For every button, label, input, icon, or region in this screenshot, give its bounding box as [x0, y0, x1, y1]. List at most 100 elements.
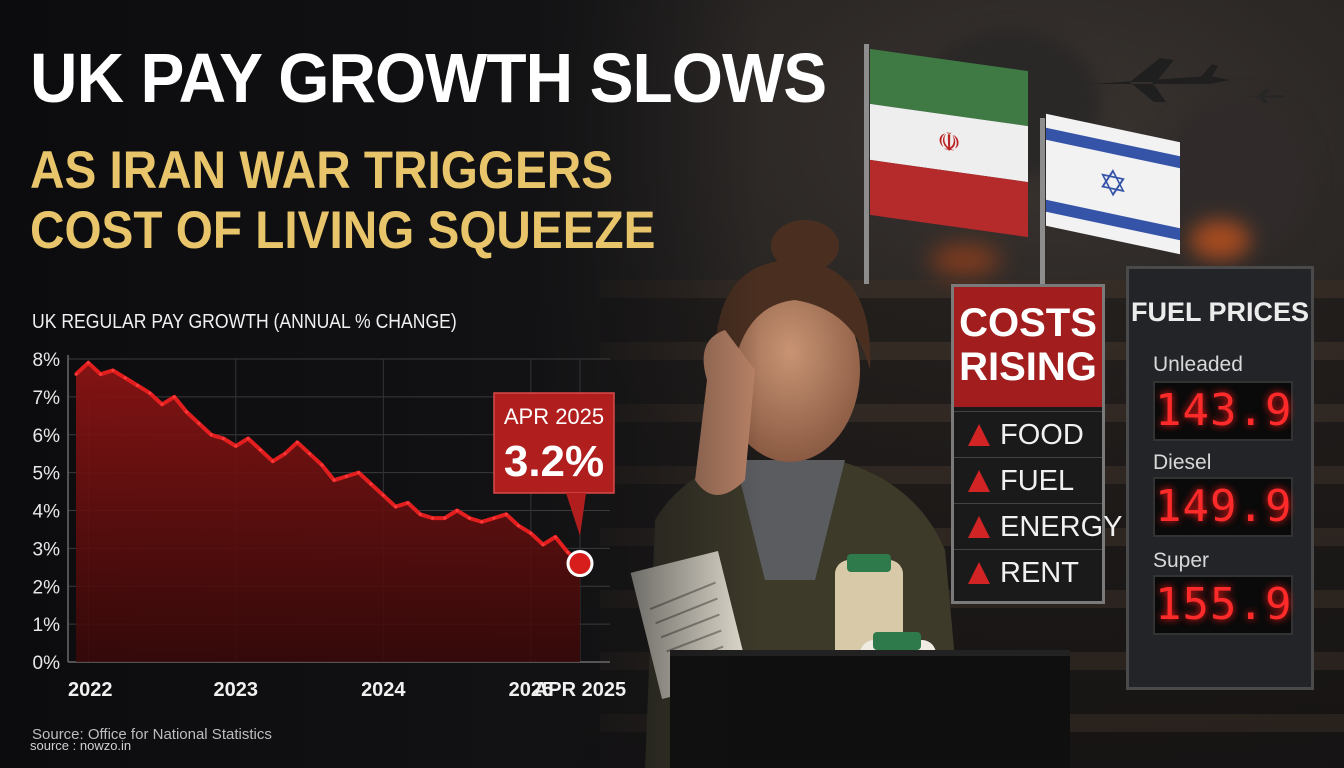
data-point: [308, 452, 312, 456]
flag-pole: [1040, 118, 1045, 288]
cost-item-label: FUEL: [1000, 465, 1075, 497]
data-point: [504, 512, 508, 516]
data-point: [258, 448, 262, 452]
y-tick-label: 7%: [33, 388, 61, 409]
data-point: [541, 543, 545, 547]
data-point: [246, 437, 250, 440]
data-point: [455, 509, 459, 512]
chart-title: UK REGULAR PAY GROWTH (ANNUAL % CHANGE): [32, 311, 457, 333]
fuel-prices-board: FUEL PRICES Unleaded 143.9 Diesel 149.9 …: [1126, 266, 1314, 690]
fuel-label-super: Super: [1153, 549, 1210, 572]
y-tick-label: 3%: [33, 539, 61, 560]
fuel-price-super: 155.9: [1153, 575, 1293, 635]
x-tick-label: 2024: [361, 679, 406, 701]
data-point: [381, 493, 385, 497]
data-point: [443, 516, 447, 520]
data-point: [172, 395, 176, 399]
data-point: [357, 471, 361, 475]
y-tick-label: 8%: [33, 350, 61, 371]
callout-pointer: [566, 493, 586, 536]
data-point: [271, 459, 275, 463]
arrow-up-icon: [968, 470, 990, 492]
y-tick-label: 6%: [33, 426, 61, 447]
data-point: [344, 474, 348, 478]
cost-item-food: FOOD: [954, 411, 1102, 457]
fuel-prices-title: FUEL PRICES: [1130, 297, 1310, 327]
y-tick-label: 0%: [33, 653, 61, 674]
data-point: [406, 501, 410, 505]
fire-glow: [1190, 220, 1250, 260]
israel-flag: ✡: [1046, 113, 1180, 255]
fuel-label-unleaded: Unleaded: [1153, 353, 1243, 376]
y-tick-label: 5%: [33, 464, 61, 485]
costs-rising-title: COSTS RISING: [954, 287, 1102, 407]
data-point: [553, 535, 557, 539]
fighter-jet-icon: [1244, 89, 1286, 103]
cost-item-fuel: FUEL: [954, 457, 1102, 503]
data-point: [320, 463, 324, 467]
arrow-up-icon: [968, 424, 990, 446]
data-point: [160, 402, 164, 406]
data-point: [517, 524, 520, 528]
data-point: [467, 516, 471, 520]
data-point: [222, 437, 225, 440]
costs-title-line-1: COSTS: [959, 301, 1097, 345]
area-fill: [76, 362, 580, 662]
data-point: [295, 440, 299, 444]
fuel-price-unleaded: 143.9: [1153, 381, 1293, 441]
data-point: [123, 376, 127, 380]
data-point: [99, 372, 103, 376]
fighter-jet-icon: [1090, 58, 1230, 102]
costs-title-line-2: RISING: [959, 345, 1097, 389]
data-point: [431, 516, 434, 520]
data-point: [111, 368, 115, 372]
x-tick-label: 2022: [68, 679, 113, 701]
data-point: [480, 520, 484, 524]
series-line: [74, 360, 582, 565]
data-point: [529, 531, 533, 535]
y-tick-label: 2%: [33, 577, 61, 598]
cost-item-label: RENT: [1000, 557, 1079, 589]
data-point: [209, 433, 213, 437]
arrow-up-icon: [968, 562, 990, 584]
chart-source: Source: Office for National Statistics: [32, 726, 272, 743]
data-point: [566, 550, 570, 554]
fuel-price-diesel: 149.9: [1153, 477, 1293, 537]
headline-line-2: AS IRAN WAR TRIGGERS: [30, 141, 614, 200]
callout-box: [493, 392, 615, 494]
arrow-up-icon: [968, 516, 990, 538]
watermark: source : nowzo.in: [30, 738, 132, 753]
data-point: [197, 421, 201, 425]
x-tick-label: APR 2025: [534, 679, 626, 701]
fire-glow: [930, 245, 1000, 275]
y-tick-label: 4%: [33, 502, 61, 523]
cost-item-label: ENERGY: [1000, 511, 1123, 543]
data-point: [136, 384, 139, 387]
x-tick-label: 2023: [214, 679, 259, 701]
x-tick-label: 2025: [509, 679, 554, 701]
data-point: [394, 505, 398, 509]
fuel-label-diesel: Diesel: [1153, 451, 1212, 474]
latest-value-callout: APR 2025 3.2%: [493, 392, 615, 536]
data-point: [283, 452, 287, 456]
callout-value: 3.2%: [504, 437, 604, 486]
flag-pole: [864, 44, 869, 284]
iran-flag: ☫: [870, 48, 1028, 238]
data-point: [492, 516, 496, 520]
data-point: [418, 512, 422, 516]
cost-item-rent: RENT: [954, 549, 1102, 595]
data-point: [234, 444, 238, 448]
headline-line-1: UK PAY GROWTH SLOWS: [30, 39, 827, 117]
latest-point-marker: [566, 550, 594, 578]
y-tick-label: 1%: [33, 615, 61, 636]
cost-item-label: FOOD: [1000, 419, 1084, 451]
costs-rising-sign: COSTS RISING FOOD FUEL ENERGY RENT: [951, 284, 1122, 604]
callout-label: APR 2025: [504, 404, 604, 429]
data-point: [86, 361, 90, 365]
data-point: [74, 372, 78, 376]
data-point: [185, 410, 189, 414]
data-point: [148, 391, 152, 395]
headline-line-3: COST OF LIVING SQUEEZE: [30, 201, 656, 260]
